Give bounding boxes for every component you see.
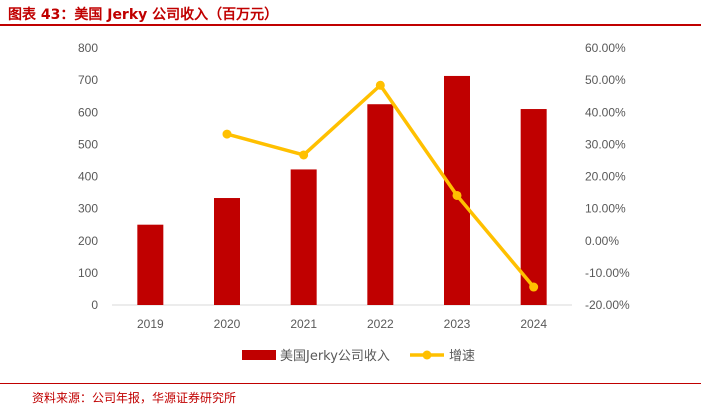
revenue-bar — [444, 75, 470, 305]
x-tick-label: 2023 — [444, 317, 471, 331]
x-tick-label: 2020 — [214, 317, 241, 331]
revenue-bar — [214, 198, 240, 305]
revenue-bar — [520, 109, 547, 305]
revenue-bar — [137, 224, 164, 305]
y-left-tick-label: 800 — [78, 41, 98, 55]
x-tick-label: 2019 — [137, 317, 164, 331]
y-left-tick-label: 500 — [78, 137, 98, 151]
figure-title: 图表 43：美国 Jerky 公司收入（百万元） — [8, 7, 279, 23]
title-divider — [0, 24, 701, 26]
y-left-tick-label: 300 — [78, 202, 98, 216]
legend-label-revenue: 美国Jerky公司收入 — [280, 349, 390, 364]
growth-point — [222, 129, 232, 139]
x-tick-label: 2022 — [367, 317, 394, 331]
legend-swatch-revenue — [242, 350, 276, 360]
y-left-tick-label: 400 — [78, 170, 98, 184]
growth-point — [299, 150, 309, 160]
y-left-tick-label: 100 — [78, 266, 98, 280]
y-left-tick-label: 600 — [78, 105, 98, 119]
y-right-tick-label: 40.00% — [585, 105, 626, 119]
source-note: 资料来源：公司年报，华源证券研究所 — [32, 391, 237, 405]
y-right-tick-label: 20.00% — [585, 170, 626, 184]
y-right-tick-label: -10.00% — [585, 266, 630, 280]
growth-point — [529, 282, 539, 292]
x-tick-label: 2021 — [290, 317, 317, 331]
revenue-bar — [290, 169, 317, 305]
y-left-tick-label: 0 — [91, 298, 98, 312]
revenue-bar — [367, 104, 394, 305]
growth-point — [375, 80, 385, 90]
y-right-tick-label: 50.00% — [585, 73, 626, 87]
y-left-tick-label: 200 — [78, 234, 98, 248]
source-divider — [0, 383, 701, 384]
y-right-tick-label: 10.00% — [585, 202, 626, 216]
y-right-tick-label: 30.00% — [585, 137, 626, 151]
y-left-tick-label: 700 — [78, 73, 98, 87]
legend-swatch-growth-point — [422, 350, 432, 360]
growth-point — [452, 190, 462, 200]
x-tick-label: 2024 — [520, 317, 547, 331]
legend-label-growth: 增速 — [449, 349, 475, 364]
y-right-tick-label: -20.00% — [585, 298, 630, 312]
y-right-tick-label: 0.00% — [585, 234, 619, 248]
y-right-tick-label: 60.00% — [585, 41, 626, 55]
